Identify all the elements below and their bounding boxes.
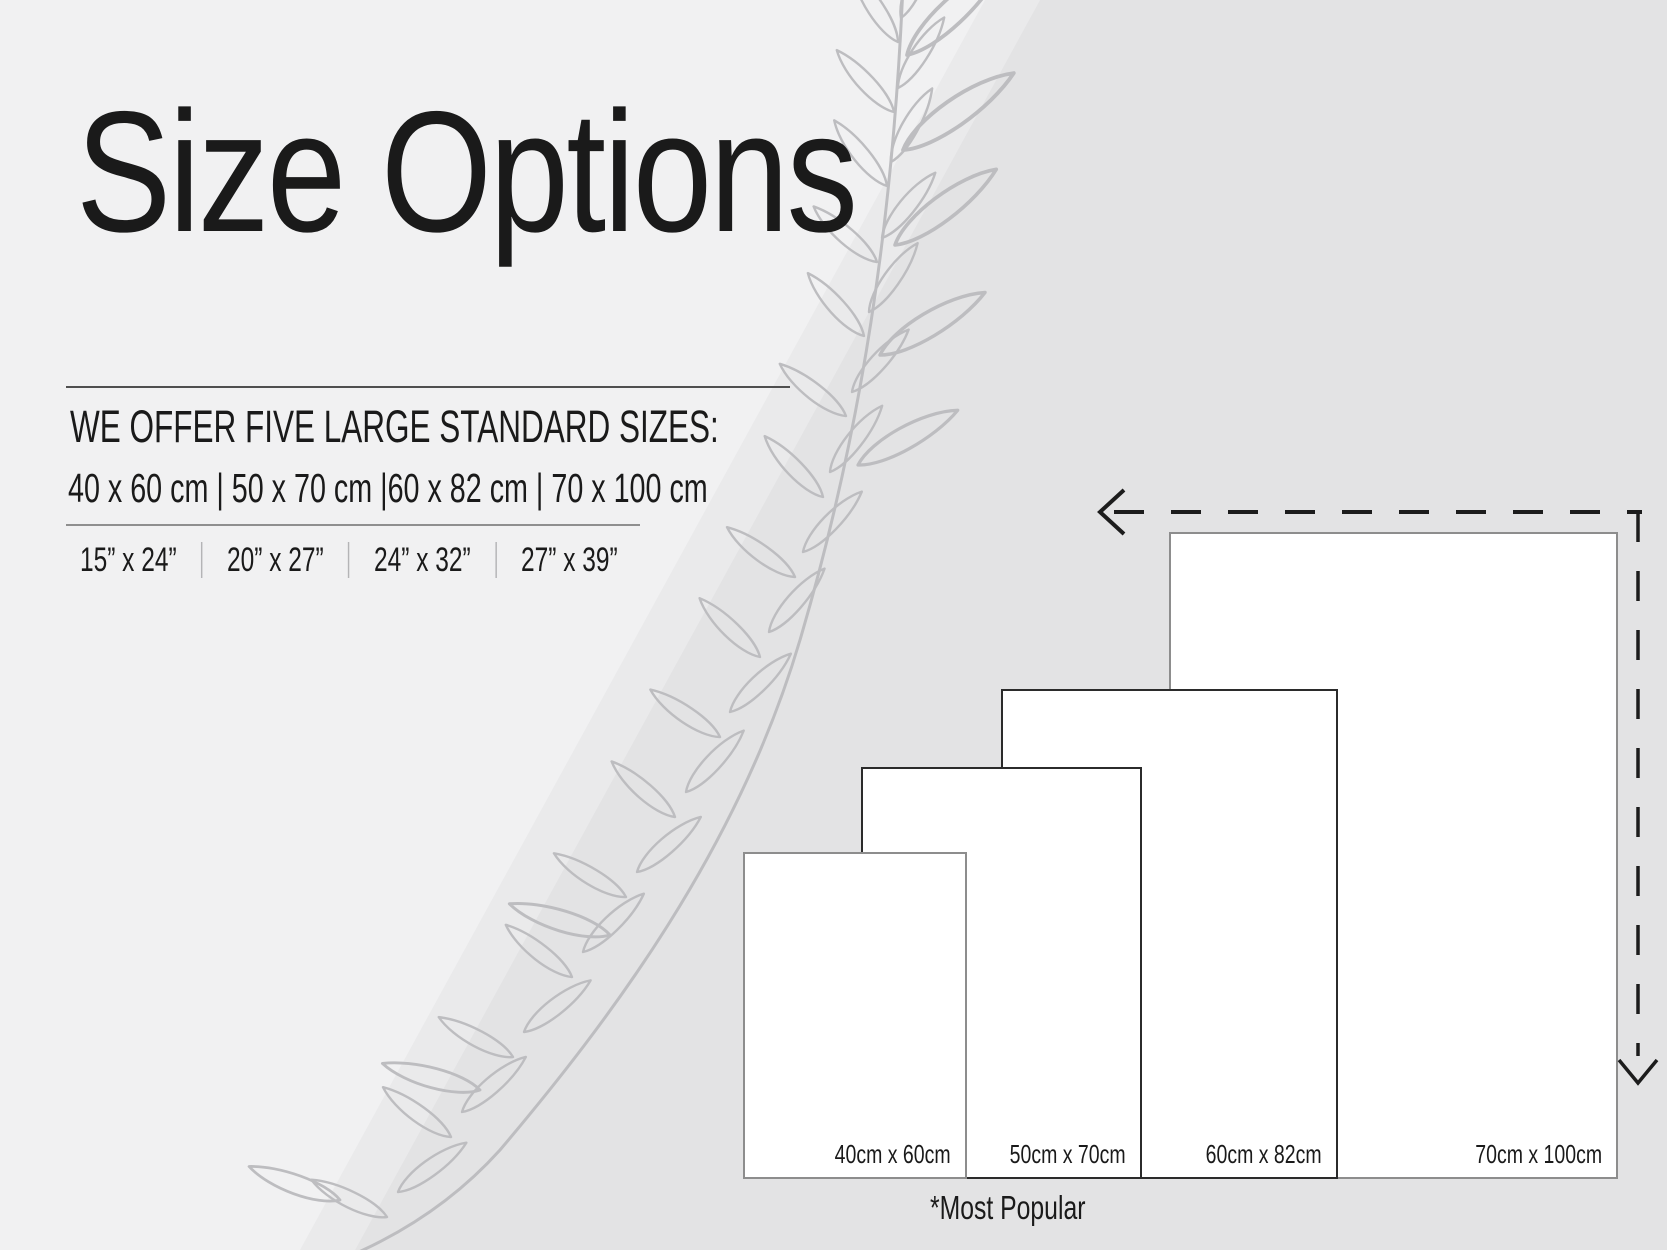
sizes-inch-list: 15” x 24” 20” x 27” 24” x 32” 27” x 39” [80,540,642,581]
inch-size-item: 15” x 24” [80,541,177,579]
vertical-divider [201,542,203,579]
sizes-heading: WE OFFER FIVE LARGE STANDARD SIZES: [70,401,719,452]
vertical-divider [495,542,497,579]
divider-mid [66,524,640,526]
size-rect-label: 40cm x 60cm [835,1139,951,1170]
divider-top [66,386,790,388]
branch-stem [359,0,904,1250]
inch-size-item: 24” x 32” [374,541,471,579]
branch-illustration [244,0,1026,1250]
size-rect-label: 50cm x 70cm [1010,1139,1126,1170]
arrow-down-icon [1617,1058,1659,1086]
vertical-divider [348,542,350,579]
diagonal-mid-band [300,0,1040,1250]
inch-size-item: 20” x 27” [227,541,324,579]
most-popular-note: *Most Popular [930,1189,1086,1226]
sizes-cm-list: 40 x 60 cm | 50 x 70 cm |60 x 82 cm | 70… [68,465,708,511]
size-rect-label: 60cm x 82cm [1206,1139,1322,1170]
arrow-left-icon [1097,488,1126,536]
size-rect-40x60: 40cm x 60cm [743,852,967,1179]
page-title: Size Options [76,76,858,268]
size-rect-label: 70cm x 100cm [1475,1139,1602,1170]
inch-size-item: 27” x 39” [521,541,618,579]
